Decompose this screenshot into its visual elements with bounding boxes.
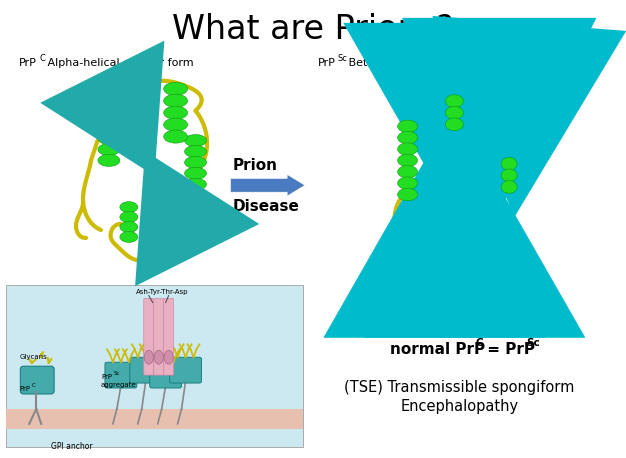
Ellipse shape [164, 350, 173, 364]
Ellipse shape [185, 135, 207, 147]
Text: PrP: PrP [101, 374, 112, 380]
FancyBboxPatch shape [150, 362, 182, 388]
Ellipse shape [501, 169, 517, 182]
Bar [6, 409, 303, 429]
Ellipse shape [144, 350, 153, 364]
Ellipse shape [98, 143, 120, 156]
Text: PrP: PrP [19, 58, 37, 68]
FancyBboxPatch shape [154, 299, 163, 375]
Ellipse shape [98, 111, 120, 123]
Ellipse shape [120, 212, 138, 223]
Text: (TSE) Transmissible spongiform: (TSE) Transmissible spongiform [344, 380, 575, 394]
FancyBboxPatch shape [20, 366, 54, 394]
Text: Sc: Sc [114, 371, 120, 376]
Ellipse shape [398, 177, 418, 190]
Bar [6, 285, 303, 447]
Ellipse shape [163, 94, 188, 107]
Text: C: C [39, 54, 45, 63]
FancyArrow shape [230, 174, 305, 196]
Text: Disease: Disease [232, 199, 299, 213]
Text: Glycans: Glycans [19, 354, 47, 360]
Ellipse shape [163, 106, 188, 119]
Text: Sc: Sc [526, 338, 540, 348]
Ellipse shape [165, 224, 187, 238]
Ellipse shape [165, 200, 187, 213]
Ellipse shape [398, 131, 418, 144]
FancyBboxPatch shape [105, 362, 137, 388]
Text: aggregate: aggregate [101, 382, 136, 388]
Text: C: C [475, 338, 483, 348]
Ellipse shape [98, 132, 120, 145]
Text: Encephalopathy: Encephalopathy [400, 399, 518, 414]
Ellipse shape [446, 106, 463, 119]
Ellipse shape [120, 231, 138, 242]
Ellipse shape [446, 95, 463, 108]
FancyBboxPatch shape [144, 299, 154, 375]
Ellipse shape [165, 212, 187, 226]
Text: Beta-sheet disease associated form: Beta-sheet disease associated form [345, 58, 548, 68]
FancyBboxPatch shape [130, 357, 162, 383]
FancyBboxPatch shape [163, 299, 173, 375]
Ellipse shape [165, 237, 187, 251]
Text: Ash-Tyr-Thr-Asp: Ash-Tyr-Thr-Asp [136, 289, 189, 294]
Ellipse shape [120, 222, 138, 233]
Ellipse shape [163, 82, 188, 95]
Ellipse shape [398, 120, 418, 132]
FancyBboxPatch shape [170, 357, 202, 383]
Text: Sc: Sc [338, 54, 348, 63]
Text: PrP: PrP [318, 58, 336, 68]
Text: GPI anchor: GPI anchor [51, 442, 93, 451]
Ellipse shape [163, 118, 188, 131]
Ellipse shape [185, 167, 207, 180]
Ellipse shape [185, 178, 207, 190]
Text: C: C [31, 382, 35, 387]
Ellipse shape [398, 188, 418, 201]
Ellipse shape [154, 350, 163, 364]
Ellipse shape [163, 130, 188, 143]
Ellipse shape [398, 154, 418, 167]
Ellipse shape [185, 156, 207, 169]
Ellipse shape [446, 118, 463, 131]
Text: Prion: Prion [232, 158, 277, 173]
Ellipse shape [98, 154, 120, 166]
Ellipse shape [501, 158, 517, 170]
Text: Alpha-helical cellular form: Alpha-helical cellular form [44, 58, 194, 68]
Text: = PrP: = PrP [482, 342, 535, 357]
Ellipse shape [98, 122, 120, 134]
Ellipse shape [398, 165, 418, 178]
Ellipse shape [120, 202, 138, 213]
Ellipse shape [398, 143, 418, 155]
Text: What are Prions?: What are Prions? [172, 13, 454, 46]
Ellipse shape [185, 146, 207, 158]
Text: Misfolded and aggregated: Misfolded and aggregated [347, 317, 572, 332]
Text: PrP: PrP [19, 386, 30, 392]
Ellipse shape [501, 180, 517, 193]
Text: normal PrP: normal PrP [389, 342, 485, 357]
